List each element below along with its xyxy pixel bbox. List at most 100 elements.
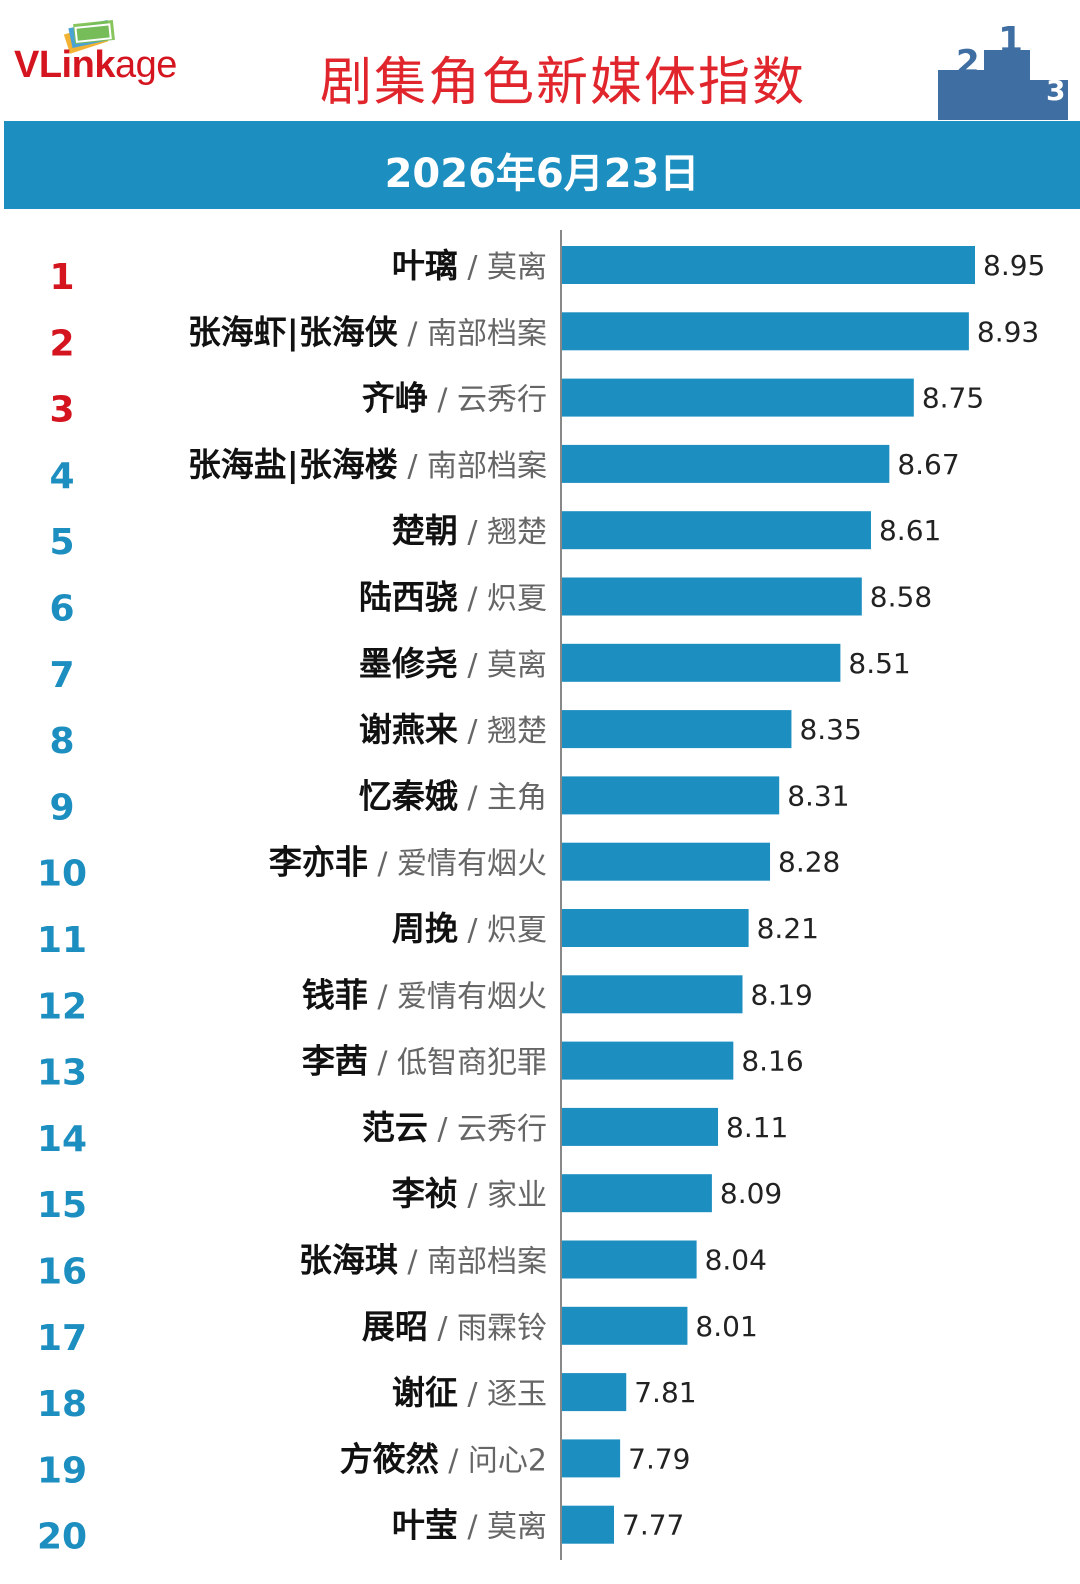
drama-name: 爱情有烟火	[397, 979, 547, 1014]
role-name: 谢燕来	[359, 710, 458, 749]
value-label: 8.28	[778, 846, 840, 879]
separator: /	[458, 780, 487, 815]
drama-name: 低智商犯罪	[397, 1046, 547, 1081]
separator: /	[428, 383, 457, 418]
header: VLinkage 剧集角色新媒体指数 2 1 3	[0, 0, 1080, 120]
y-axis-line	[560, 230, 562, 1560]
role-name: 周挽	[392, 909, 458, 948]
separator: /	[458, 1178, 487, 1213]
role-name: 张海盐|张海楼	[188, 445, 398, 484]
separator: /	[458, 648, 487, 683]
drama-name: 南部档案	[427, 316, 547, 351]
category-label: 叶璃 / 莫离	[392, 246, 547, 285]
role-name: 李茜	[302, 1042, 368, 1081]
rank-label: 1	[49, 257, 74, 298]
drama-name: 莫离	[487, 250, 547, 285]
stacked-cards-icon	[63, 19, 115, 54]
value-label: 8.09	[720, 1177, 782, 1210]
role-name: 谢征	[392, 1373, 458, 1412]
category-label: 李亦非 / 爱情有烟火	[269, 843, 547, 882]
rank-label: 15	[37, 1185, 87, 1226]
drama-name: 问心2	[468, 1443, 547, 1478]
rank-label: 12	[37, 986, 87, 1027]
drama-name: 雨霖铃	[457, 1311, 547, 1346]
category-label: 方筱然 / 问心2	[340, 1439, 547, 1478]
drama-name: 炽夏	[487, 582, 547, 617]
bar	[562, 1041, 734, 1080]
drama-name: 云秀行	[457, 1112, 547, 1147]
category-label: 叶莹 / 莫离	[392, 1506, 547, 1545]
role-name: 齐峥	[362, 379, 428, 418]
value-label: 8.21	[757, 912, 819, 945]
value-label: 8.19	[750, 978, 812, 1011]
rank-label: 18	[37, 1384, 87, 1425]
value-label: 8.51	[848, 647, 910, 680]
drama-name: 翘楚	[487, 515, 547, 550]
separator: /	[458, 250, 487, 285]
role-name: 李祯	[392, 1174, 458, 1213]
drama-name: 主角	[487, 780, 547, 815]
value-label: 8.61	[879, 514, 941, 547]
svg-text:1: 1	[998, 20, 1023, 61]
role-name: 叶莹	[392, 1506, 458, 1545]
role-name: 范云	[362, 1108, 428, 1147]
rank-label: 13	[37, 1053, 87, 1094]
bar	[562, 1107, 719, 1146]
separator: /	[428, 1112, 457, 1147]
rank-label: 2	[49, 323, 74, 364]
drama-name: 炽夏	[487, 913, 547, 948]
separator: /	[458, 913, 487, 948]
chart-date: 2026年6月23日	[384, 151, 700, 197]
bar	[562, 643, 841, 682]
rank-label: 5	[49, 522, 74, 563]
drama-name: 逐玉	[487, 1377, 547, 1412]
drama-name: 云秀行	[457, 383, 547, 418]
drama-name: 莫离	[487, 648, 547, 683]
bar	[562, 909, 749, 947]
value-label: 8.01	[695, 1310, 757, 1343]
category-label: 齐峥 / 云秀行	[362, 379, 547, 418]
category-label: 李茜 / 低智商犯罪	[302, 1042, 547, 1081]
bar	[562, 1240, 697, 1279]
rank-label: 3	[49, 390, 74, 431]
role-name: 张海琪	[299, 1241, 398, 1280]
separator: /	[458, 582, 487, 617]
bar	[562, 577, 862, 616]
value-label: 8.04	[705, 1244, 767, 1277]
category-label: 张海盐|张海楼 / 南部档案	[188, 445, 547, 484]
category-label: 周挽 / 炽夏	[392, 909, 547, 948]
rank-label: 20	[37, 1517, 87, 1558]
svg-text:2: 2	[956, 43, 980, 83]
value-label: 7.81	[634, 1376, 696, 1409]
bar	[562, 312, 969, 351]
category-label: 墨修尧 / 莫离	[359, 644, 547, 683]
category-label: 陆西骁 / 炽夏	[359, 578, 547, 617]
role-name: 方筱然	[340, 1439, 439, 1478]
separator: /	[458, 515, 487, 550]
bar	[562, 444, 890, 483]
value-label: 8.67	[897, 448, 959, 481]
value-label: 8.95	[983, 249, 1045, 282]
page-title: 剧集角色新媒体指数	[320, 53, 807, 113]
separator: /	[398, 1245, 427, 1280]
value-label: 8.35	[799, 713, 861, 746]
bar	[562, 511, 871, 550]
svg-text:3: 3	[1046, 74, 1065, 107]
drama-name: 南部档案	[427, 449, 547, 484]
drama-name: 家业	[487, 1178, 547, 1213]
bar	[562, 1439, 621, 1478]
rank-label: 9	[49, 787, 74, 828]
bar	[562, 842, 771, 881]
role-name: 张海虾|张海侠	[188, 312, 399, 351]
value-label: 8.31	[787, 779, 849, 812]
bar	[562, 776, 780, 815]
category-label: 钱菲 / 爱情有烟火	[302, 975, 547, 1014]
category-label: 忆秦娥 / 主角	[359, 776, 547, 815]
role-name: 李亦非	[269, 843, 368, 882]
vlinkage-logo: VLinkage	[14, 44, 177, 86]
rank-label: 10	[37, 854, 87, 895]
separator: /	[458, 714, 487, 749]
category-label: 张海琪 / 南部档案	[299, 1241, 547, 1280]
bar	[562, 246, 975, 284]
